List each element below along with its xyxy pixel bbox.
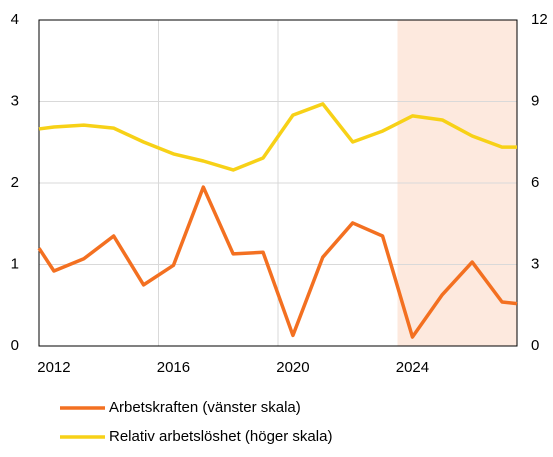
series-line [38,102,517,172]
y2-tick-label: 9 [531,92,539,109]
y-tick-label: 2 [11,174,19,191]
y2-tick-label: 6 [531,174,539,191]
y-tick-label: 0 [11,337,19,354]
y2-tick-label: 12 [531,11,548,28]
x-tick-label: 2024 [396,359,429,376]
legend-label: Relativ arbetslöshet (höger skala) [109,428,332,445]
x-tick-label: 2016 [157,359,190,376]
y-tick-label: 4 [11,11,19,28]
plot-frame [38,19,518,347]
y2-tick-label: 0 [531,337,539,354]
y-tick-label: 3 [11,92,19,109]
y2-tick-label: 3 [531,255,539,272]
y-tick-label: 1 [11,255,19,272]
x-tick-label: 2012 [37,359,70,376]
series-line [37,185,518,339]
x-tick-label: 2020 [276,359,309,376]
legend-label: Arbetskraften (vänster skala) [109,399,301,416]
